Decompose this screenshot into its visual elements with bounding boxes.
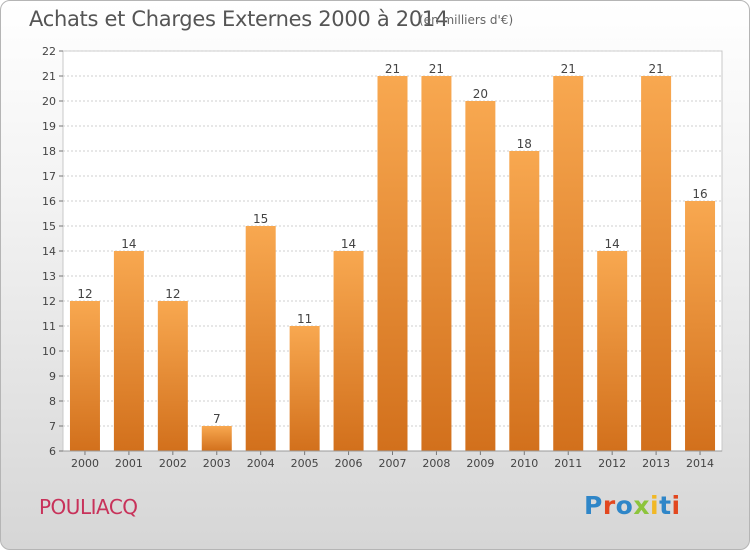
y-tick-label: 11	[42, 320, 56, 333]
data-label: 12	[165, 287, 180, 301]
x-tick-label: 2002	[159, 457, 187, 470]
x-tick-label: 2011	[554, 457, 582, 470]
data-label: 11	[297, 312, 312, 326]
data-label: 14	[341, 237, 356, 251]
x-tick-label: 2003	[203, 457, 231, 470]
x-tick-label: 2012	[598, 457, 626, 470]
proxiti-logo[interactable]: Proxiti	[584, 491, 681, 520]
y-tick-label: 13	[42, 270, 56, 283]
x-tick-label: 2013	[642, 457, 670, 470]
y-tick-label: 12	[42, 295, 56, 308]
logo-letter: i	[671, 491, 681, 520]
x-tick-label: 2009	[466, 457, 494, 470]
x-tick-label: 2006	[335, 457, 363, 470]
data-label: 15	[253, 212, 268, 226]
data-label: 7	[213, 412, 221, 426]
y-tick-label: 18	[42, 145, 56, 158]
x-tick-label: 2007	[379, 457, 407, 470]
y-tick-label: 8	[49, 395, 56, 408]
bar	[157, 301, 188, 451]
y-tick-label: 7	[49, 420, 56, 433]
y-tick-label: 16	[42, 195, 56, 208]
y-tick-label: 6	[49, 445, 56, 458]
logo-letter: P	[584, 491, 603, 520]
y-tick-label: 9	[49, 370, 56, 383]
bar	[641, 76, 672, 451]
x-tick-label: 2014	[686, 457, 714, 470]
x-tick-label: 2001	[115, 457, 143, 470]
data-label: 16	[692, 187, 707, 201]
bar	[421, 76, 452, 451]
y-tick-label: 17	[42, 170, 56, 183]
data-label: 21	[429, 62, 444, 76]
data-label: 14	[121, 237, 136, 251]
data-label: 12	[77, 287, 92, 301]
y-tick-label: 10	[42, 345, 56, 358]
bar	[465, 101, 496, 451]
x-tick-label: 2004	[247, 457, 275, 470]
bar	[509, 151, 540, 451]
y-tick-label: 15	[42, 220, 56, 233]
data-label: 21	[385, 62, 400, 76]
y-tick-label: 21	[42, 70, 56, 83]
logo-letter: i	[650, 491, 660, 520]
logo-letter: o	[615, 491, 634, 520]
data-label: 18	[517, 137, 532, 151]
chart-title: Achats et Charges Externes 2000 à 2014	[29, 7, 449, 31]
data-label: 14	[605, 237, 620, 251]
logo-letter: r	[602, 491, 616, 520]
x-tick-label: 2010	[510, 457, 538, 470]
logo-letter: x	[633, 491, 650, 520]
bar	[113, 251, 144, 451]
bar	[597, 251, 628, 451]
data-label: 20	[473, 87, 488, 101]
bar	[333, 251, 364, 451]
bar	[289, 326, 320, 451]
y-tick-label: 20	[42, 95, 56, 108]
x-tick-label: 2008	[422, 457, 450, 470]
bar	[553, 76, 584, 451]
data-label: 21	[648, 62, 663, 76]
y-tick-label: 19	[42, 120, 56, 133]
x-tick-label: 2005	[291, 457, 319, 470]
y-tick-label: 14	[42, 245, 56, 258]
bar	[69, 301, 100, 451]
logo-letter: t	[659, 491, 672, 520]
bar	[377, 76, 408, 451]
bar	[245, 226, 276, 451]
place-name: POULIACQ	[39, 495, 138, 519]
data-label: 21	[561, 62, 576, 76]
bar	[685, 201, 716, 451]
chart-subtitle: (en milliers d'€)	[419, 13, 514, 27]
bar	[201, 426, 232, 451]
x-tick-label: 2000	[71, 457, 99, 470]
y-tick-label: 22	[42, 45, 56, 58]
